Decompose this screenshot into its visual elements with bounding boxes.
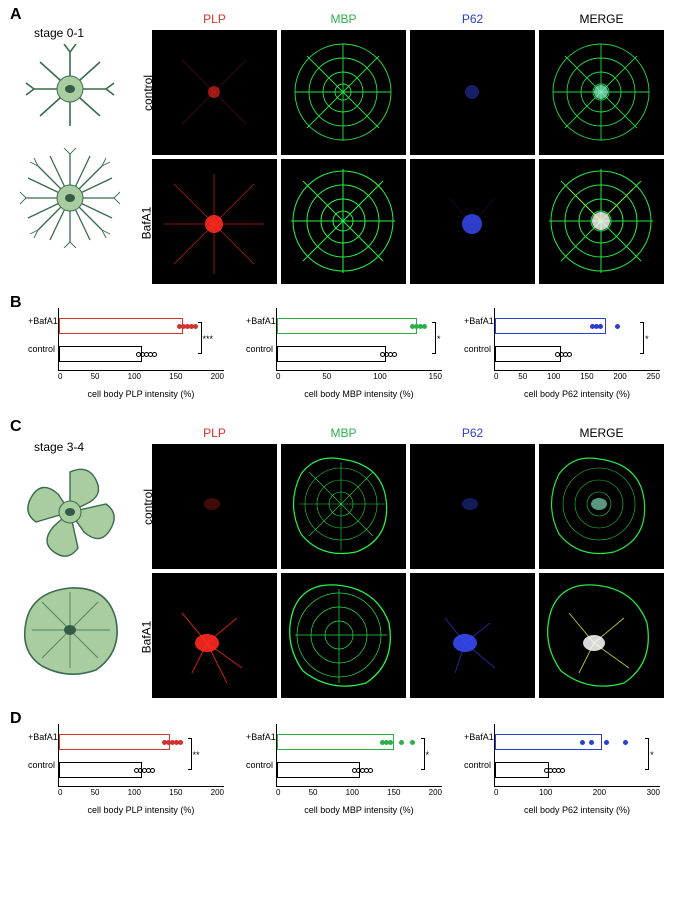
bar-bafa1 — [277, 318, 417, 334]
panel-label-c: C — [10, 418, 22, 436]
bar-bafa1 — [495, 318, 606, 334]
bar-control — [277, 346, 386, 362]
panel-label-a: A — [10, 6, 22, 24]
panel-label-d: D — [10, 710, 22, 728]
xticks: 050100150200 — [58, 788, 224, 797]
sig-text: * — [650, 750, 654, 760]
chart-b-p62: +BafA1 control * 050100150200250 cell bo… — [464, 304, 664, 399]
sig-text: * — [645, 334, 649, 344]
chart-d-mbp: +BafA1 control * 050100150200 cell body … — [246, 720, 446, 815]
sig-bracket — [432, 322, 436, 354]
sig-text: * — [426, 750, 430, 760]
xticks: 0100200300 — [494, 788, 660, 797]
chart-row-b: +BafA1 control *** 050100150200 cell bod… — [28, 304, 664, 399]
micro-a-control-mbp — [281, 30, 406, 155]
chart-b-plp: +BafA1 control *** 050100150200 cell bod… — [28, 304, 228, 399]
ylab-control: control — [246, 760, 273, 770]
micro-a-control-p62 — [410, 30, 535, 155]
sig-text: * — [437, 334, 441, 344]
ylab-bafa1: +BafA1 — [246, 732, 276, 742]
ylab-bafa1: +BafA1 — [28, 732, 58, 742]
ylab-control: control — [28, 760, 55, 770]
sig-bracket — [640, 322, 644, 354]
ylab-bafa1: +BafA1 — [246, 316, 276, 326]
xlab: cell body MBP intensity (%) — [276, 389, 442, 399]
panel-label-b: B — [10, 294, 22, 312]
xticks: 050100150200 — [276, 788, 442, 797]
ylab-bafa1: +BafA1 — [464, 316, 494, 326]
bar-control — [59, 346, 142, 362]
xlab: cell body PLP intensity (%) — [58, 805, 224, 815]
micro-c-bafa1-plp — [152, 573, 277, 698]
sig-bracket — [421, 738, 425, 770]
micro-c-bafa1-mbp — [281, 573, 406, 698]
xlab: cell body PLP intensity (%) — [58, 389, 224, 399]
bar-control — [495, 346, 561, 362]
sig-bracket — [188, 738, 192, 770]
col-header-mbp-a: MBP — [281, 12, 406, 26]
micro-c-bafa1-p62 — [410, 573, 535, 698]
micro-a-control-merge — [539, 30, 664, 155]
chart-d-p62: +BafA1 control * 0100200300 cell body P6… — [464, 720, 664, 815]
col-header-plp-a: PLP — [152, 12, 277, 26]
xlab: cell body MBP intensity (%) — [276, 805, 442, 815]
chart-b-mbp: +BafA1 control * 050100150 cell body MBP… — [246, 304, 446, 399]
cell-schematic-stage0 — [20, 44, 120, 134]
sig-text: ** — [193, 750, 200, 760]
ylab-control: control — [28, 344, 55, 354]
bar-bafa1 — [277, 734, 394, 750]
stage-0-1-text: stage 0-1 — [34, 26, 84, 40]
cell-schematic-stage1 — [20, 148, 120, 248]
micro-grid-c — [152, 444, 664, 698]
micro-c-control-p62 — [410, 444, 535, 569]
chart-row-d: +BafA1 control ** 050100150200 cell body… — [28, 720, 664, 815]
stage-3-4-text: stage 3-4 — [34, 440, 84, 454]
ylab-bafa1: +BafA1 — [28, 316, 58, 326]
sig-text: *** — [203, 334, 214, 344]
col-header-merge-c: MERGE — [539, 426, 664, 440]
cell-schematic-stage3 — [18, 460, 122, 564]
micro-grid-a — [152, 30, 664, 284]
ylab-bafa1: +BafA1 — [464, 732, 494, 742]
col-header-p62-c: P62 — [410, 426, 535, 440]
micro-a-bafa1-plp — [152, 159, 277, 284]
col-header-plp-c: PLP — [152, 426, 277, 440]
xlab: cell body P62 intensity (%) — [494, 805, 660, 815]
sig-bracket — [198, 322, 202, 354]
bar-control — [495, 762, 549, 778]
xlab: cell body P62 intensity (%) — [494, 389, 660, 399]
bar-control — [277, 762, 360, 778]
xticks: 050100150 — [276, 372, 442, 381]
sig-bracket — [645, 738, 649, 770]
bar-bafa1 — [59, 318, 183, 334]
micro-a-bafa1-mbp — [281, 159, 406, 284]
cell-schematic-stage4 — [18, 580, 122, 680]
micro-c-bafa1-merge — [539, 573, 664, 698]
ylab-control: control — [464, 344, 491, 354]
xticks: 050100150200250 — [494, 372, 660, 381]
col-header-p62-a: P62 — [410, 12, 535, 26]
micro-c-control-mbp — [281, 444, 406, 569]
micro-c-control-plp — [152, 444, 277, 569]
bar-bafa1 — [59, 734, 170, 750]
ylab-control: control — [464, 760, 491, 770]
micro-a-control-plp — [152, 30, 277, 155]
ylab-control: control — [246, 344, 273, 354]
xticks: 050100150200 — [58, 372, 224, 381]
micro-c-control-merge — [539, 444, 664, 569]
micro-a-bafa1-p62 — [410, 159, 535, 284]
bar-control — [59, 762, 142, 778]
chart-d-plp: +BafA1 control ** 050100150200 cell body… — [28, 720, 228, 815]
col-header-merge-a: MERGE — [539, 12, 664, 26]
micro-a-bafa1-merge — [539, 159, 664, 284]
col-header-mbp-c: MBP — [281, 426, 406, 440]
